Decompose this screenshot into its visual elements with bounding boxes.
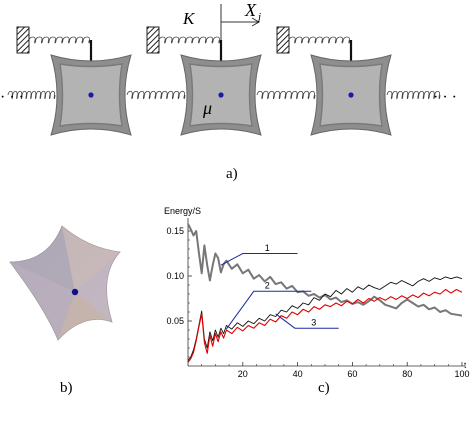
x-tick-label: 20 bbox=[238, 369, 248, 379]
series-1-line bbox=[187, 223, 463, 317]
block-center-dot bbox=[88, 92, 94, 98]
series-1-label: 1 bbox=[265, 243, 270, 253]
block-center-dot bbox=[218, 92, 224, 98]
series-2-leader-line bbox=[225, 290, 312, 330]
star-face-bottom bbox=[58, 292, 112, 340]
x-tick-label: 60 bbox=[347, 369, 357, 379]
star-face-right bbox=[62, 226, 120, 292]
horizontal-spring bbox=[256, 90, 316, 100]
anchor-spring bbox=[158, 36, 221, 44]
horizontal-spring bbox=[7, 90, 56, 100]
series-3-label: 3 bbox=[311, 318, 316, 328]
star-face-bottom-right bbox=[75, 252, 120, 322]
y-tick-label: 0.10 bbox=[166, 271, 184, 281]
x-tick-label: 40 bbox=[293, 369, 303, 379]
star-center-dot bbox=[71, 288, 79, 296]
anchor-spring bbox=[288, 36, 351, 44]
series-2-label: 2 bbox=[265, 281, 270, 291]
fixed-wall bbox=[146, 26, 160, 54]
horizontal-spring bbox=[386, 90, 441, 100]
right-ellipsis: · · · bbox=[433, 89, 457, 106]
chart-annotations: 1 2 3 bbox=[220, 243, 339, 330]
star-face-left bbox=[10, 226, 75, 292]
fixed-wall bbox=[16, 26, 30, 54]
fixed-wall bbox=[276, 26, 290, 54]
x-tick-label: 80 bbox=[402, 369, 412, 379]
series-2-line bbox=[187, 276, 463, 361]
panel-a-label: a) bbox=[226, 166, 238, 182]
left-ellipsis: · · · bbox=[0, 89, 24, 106]
spring-constant-label: K bbox=[182, 9, 196, 28]
y-tick-label: 0.15 bbox=[166, 226, 184, 236]
displacement-arrow-head bbox=[251, 17, 261, 27]
anchor-spring bbox=[28, 36, 91, 44]
x-tick-label: 100 bbox=[454, 369, 469, 379]
chart-series bbox=[187, 223, 463, 363]
mass-label: μ bbox=[202, 98, 212, 118]
series-3-line bbox=[187, 288, 463, 363]
panel-b-label: b) bbox=[60, 380, 73, 396]
series-1-leader-line bbox=[220, 253, 298, 266]
panel-c-label: c) bbox=[318, 380, 330, 396]
horizontal-spring bbox=[126, 90, 186, 100]
star-particle-3d bbox=[9, 225, 121, 341]
x-axis-end-label: t bbox=[464, 361, 467, 370]
block-center-dot bbox=[348, 92, 354, 98]
series-3-leader-line bbox=[275, 313, 339, 329]
displacement-subscript: j bbox=[256, 11, 261, 23]
y-tick-label: 0.05 bbox=[166, 316, 184, 326]
y-axis-label: Energy/S bbox=[164, 206, 201, 216]
panel-b-3d-star-particle: b) bbox=[9, 225, 121, 396]
star-face-bottom-left bbox=[10, 262, 75, 340]
